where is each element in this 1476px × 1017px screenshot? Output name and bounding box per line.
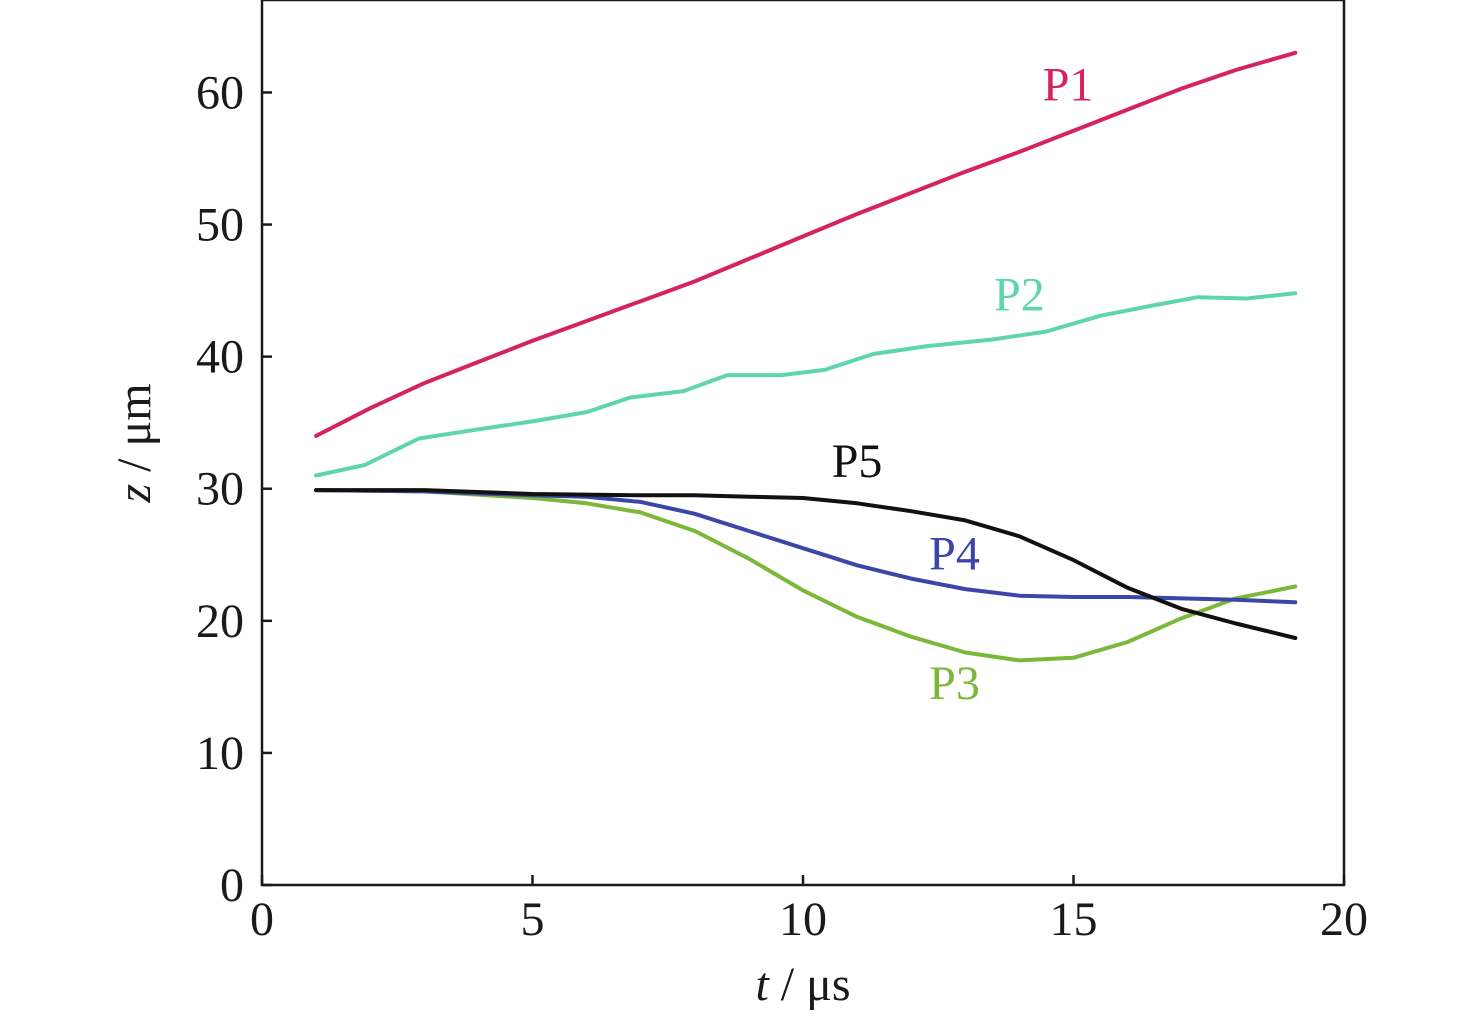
series-lines [314, 50, 1298, 663]
y-tick-label: 20 [196, 595, 244, 648]
x-tick-label: 20 [1320, 893, 1368, 946]
x-axis-title: t / μs [755, 958, 850, 1011]
series-label-p1: P1 [1043, 58, 1094, 111]
series-line-p3 [314, 488, 1298, 663]
y-tick-label: 50 [196, 199, 244, 252]
y-tick-label: 30 [196, 463, 244, 516]
series-line-p4 [314, 488, 1298, 605]
series-label-p3: P3 [929, 657, 980, 710]
y-tick-label: 0 [220, 859, 244, 912]
series-line-p5 [314, 488, 1298, 640]
y-axis-ticks: 0 10 20 30 40 50 60 [196, 66, 272, 912]
series-line-p2 [314, 291, 1298, 478]
series-label-p5: P5 [832, 435, 883, 488]
series-label-p4: P4 [929, 527, 980, 580]
y-tick-label: 60 [196, 66, 244, 119]
series-label-p2: P2 [994, 268, 1045, 321]
series-labels: P1 P2 P3 P4 P5 [832, 58, 1094, 709]
x-tick-label: 15 [1050, 893, 1098, 946]
y-tick-label: 10 [196, 727, 244, 780]
x-tick-label: 5 [521, 893, 545, 946]
plot-frame [260, 0, 1346, 887]
x-tick-label: 10 [779, 893, 827, 946]
y-axis-title: z / μm [108, 383, 161, 503]
x-axis-ticks: 0 5 10 15 20 [250, 875, 1368, 946]
series-line-p1 [314, 50, 1298, 438]
y-tick-label: 40 [196, 331, 244, 384]
x-tick-label: 0 [250, 893, 274, 946]
